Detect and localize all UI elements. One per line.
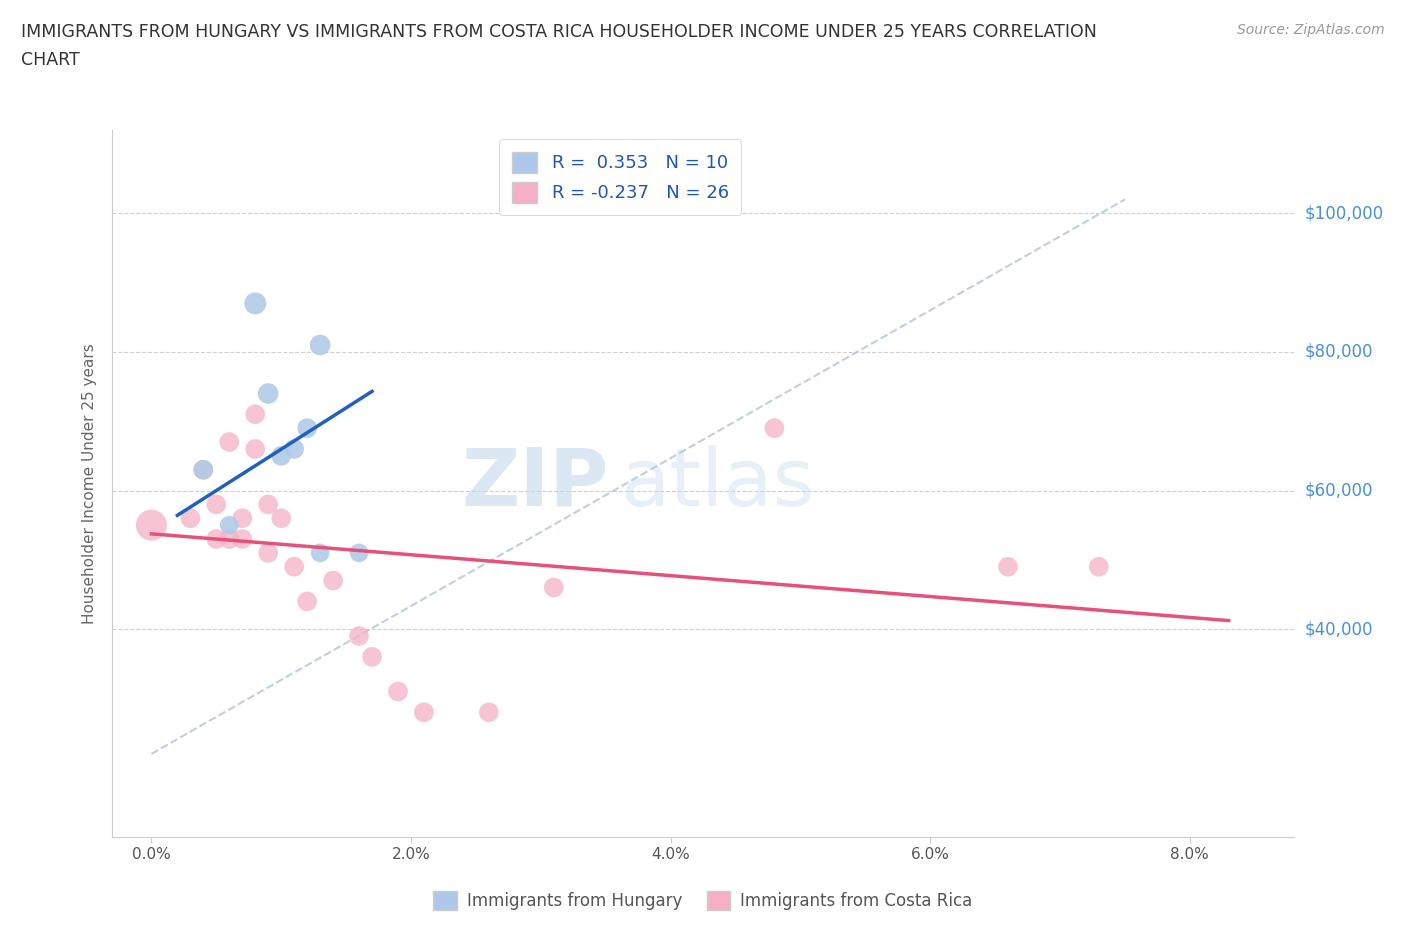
Text: $40,000: $40,000 bbox=[1305, 620, 1374, 638]
Point bbox=[245, 442, 267, 457]
Point bbox=[257, 497, 280, 512]
Point bbox=[270, 511, 292, 525]
Point bbox=[1088, 559, 1111, 574]
Point bbox=[283, 442, 305, 457]
Point bbox=[387, 684, 409, 699]
Point bbox=[231, 511, 253, 525]
Point bbox=[997, 559, 1019, 574]
Point bbox=[193, 462, 215, 477]
Text: $100,000: $100,000 bbox=[1305, 205, 1384, 222]
Text: IMMIGRANTS FROM HUNGARY VS IMMIGRANTS FROM COSTA RICA HOUSEHOLDER INCOME UNDER 2: IMMIGRANTS FROM HUNGARY VS IMMIGRANTS FR… bbox=[21, 23, 1097, 41]
Point bbox=[231, 532, 253, 547]
Point bbox=[309, 546, 332, 561]
Text: $80,000: $80,000 bbox=[1305, 343, 1374, 361]
Point bbox=[543, 580, 565, 595]
Point bbox=[193, 462, 215, 477]
Point bbox=[270, 448, 292, 463]
Point bbox=[478, 705, 501, 720]
Text: atlas: atlas bbox=[620, 445, 814, 523]
Legend: Immigrants from Hungary, Immigrants from Costa Rica: Immigrants from Hungary, Immigrants from… bbox=[426, 884, 980, 917]
Point bbox=[218, 532, 240, 547]
Legend: R =  0.353   N = 10, R = -0.237   N = 26: R = 0.353 N = 10, R = -0.237 N = 26 bbox=[499, 140, 741, 215]
Point bbox=[218, 434, 240, 449]
Point bbox=[179, 511, 201, 525]
Point bbox=[205, 497, 228, 512]
Point bbox=[295, 594, 318, 609]
Point bbox=[763, 420, 786, 435]
Text: Source: ZipAtlas.com: Source: ZipAtlas.com bbox=[1237, 23, 1385, 37]
Point bbox=[257, 546, 280, 561]
Point bbox=[245, 296, 267, 311]
Point bbox=[205, 532, 228, 547]
Point bbox=[295, 420, 318, 435]
Point bbox=[257, 386, 280, 401]
Point bbox=[218, 518, 240, 533]
Point bbox=[322, 573, 344, 588]
Y-axis label: Householder Income Under 25 years: Householder Income Under 25 years bbox=[82, 343, 97, 624]
Point bbox=[245, 406, 267, 421]
Point bbox=[413, 705, 436, 720]
Point bbox=[347, 546, 370, 561]
Text: CHART: CHART bbox=[21, 51, 80, 69]
Text: ZIP: ZIP bbox=[461, 445, 609, 523]
Text: $60,000: $60,000 bbox=[1305, 482, 1374, 499]
Point bbox=[347, 629, 370, 644]
Point bbox=[283, 559, 305, 574]
Point bbox=[141, 518, 163, 533]
Point bbox=[309, 338, 332, 352]
Point bbox=[361, 649, 384, 664]
